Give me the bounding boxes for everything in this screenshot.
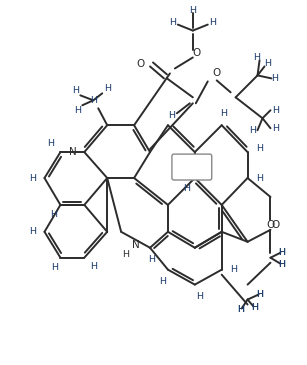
Text: H: H — [47, 139, 54, 148]
Text: H: H — [237, 305, 244, 314]
Text: H: H — [189, 6, 196, 15]
Text: H: H — [220, 109, 227, 118]
Text: H: H — [251, 303, 258, 312]
Text: H: H — [278, 248, 285, 257]
Text: H: H — [209, 18, 216, 27]
Text: H: H — [272, 124, 279, 133]
Text: H: H — [256, 290, 263, 299]
Text: H: H — [183, 184, 190, 193]
Text: H: H — [249, 126, 256, 135]
Text: H: H — [51, 263, 58, 272]
Text: H: H — [149, 255, 156, 264]
Text: H: H — [278, 260, 285, 269]
Text: H: H — [72, 86, 79, 95]
Text: H: H — [271, 74, 278, 83]
Text: H: H — [256, 290, 263, 299]
Text: H: H — [74, 106, 81, 115]
Text: N: N — [132, 240, 140, 250]
Text: O: O — [136, 59, 144, 69]
FancyBboxPatch shape — [172, 154, 212, 180]
Text: H: H — [90, 96, 97, 105]
Text: H: H — [256, 173, 263, 182]
Text: O: O — [271, 220, 280, 230]
Text: H: H — [196, 292, 203, 301]
Text: H: H — [50, 210, 57, 219]
Text: Abs: Abs — [184, 162, 200, 172]
Text: H: H — [251, 303, 258, 312]
Text: H: H — [90, 262, 97, 271]
Text: H: H — [272, 106, 279, 115]
Text: O: O — [193, 49, 201, 58]
Text: H: H — [278, 260, 285, 269]
Text: H: H — [264, 59, 271, 68]
Text: H: H — [122, 250, 130, 259]
Text: H: H — [104, 84, 111, 93]
Text: H: H — [253, 53, 260, 62]
Text: H: H — [230, 265, 237, 274]
Text: H: H — [169, 18, 177, 27]
Text: H: H — [169, 111, 175, 120]
Text: H: H — [256, 144, 263, 153]
Text: O: O — [212, 68, 221, 78]
Text: H: H — [278, 248, 285, 257]
Text: H: H — [237, 305, 244, 314]
Text: O: O — [266, 220, 274, 230]
Text: H: H — [29, 227, 36, 236]
Text: N: N — [68, 147, 76, 157]
Text: H: H — [29, 173, 36, 182]
Text: H: H — [159, 277, 166, 286]
